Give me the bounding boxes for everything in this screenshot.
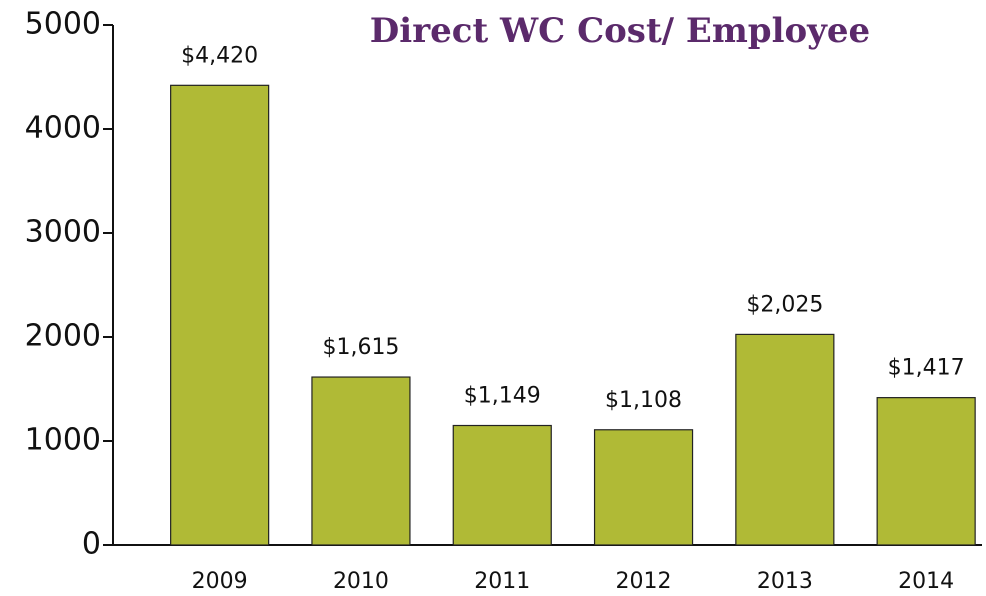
y-tick-label: 4000 — [25, 111, 101, 146]
bar — [593, 429, 694, 546]
value-label: $1,149 — [464, 384, 541, 409]
value-label: $2,025 — [746, 292, 823, 317]
bar — [170, 84, 270, 546]
x-tick-label: 2014 — [898, 569, 954, 594]
y-tick-label: 2000 — [25, 319, 101, 354]
bar — [311, 376, 411, 546]
value-label: $1,108 — [605, 388, 682, 413]
x-tick-label: 2009 — [192, 569, 248, 594]
y-tick-label: 5000 — [25, 7, 101, 42]
x-tick-label: 2013 — [757, 569, 813, 594]
chart-title: Direct WC Cost/ Employee — [370, 11, 870, 51]
x-tick-label: 2012 — [616, 569, 672, 594]
value-label: $4,420 — [181, 43, 258, 68]
bar — [876, 397, 976, 546]
y-tick-label: 3000 — [25, 215, 101, 250]
bar — [735, 333, 835, 546]
value-label: $1,417 — [888, 356, 965, 381]
value-label: $1,615 — [322, 335, 399, 360]
bar — [452, 424, 552, 546]
y-tick-label: 0 — [82, 527, 101, 562]
y-tick-label: 1000 — [25, 423, 101, 458]
x-tick-label: 2010 — [333, 569, 389, 594]
x-tick-label: 2011 — [474, 569, 530, 594]
